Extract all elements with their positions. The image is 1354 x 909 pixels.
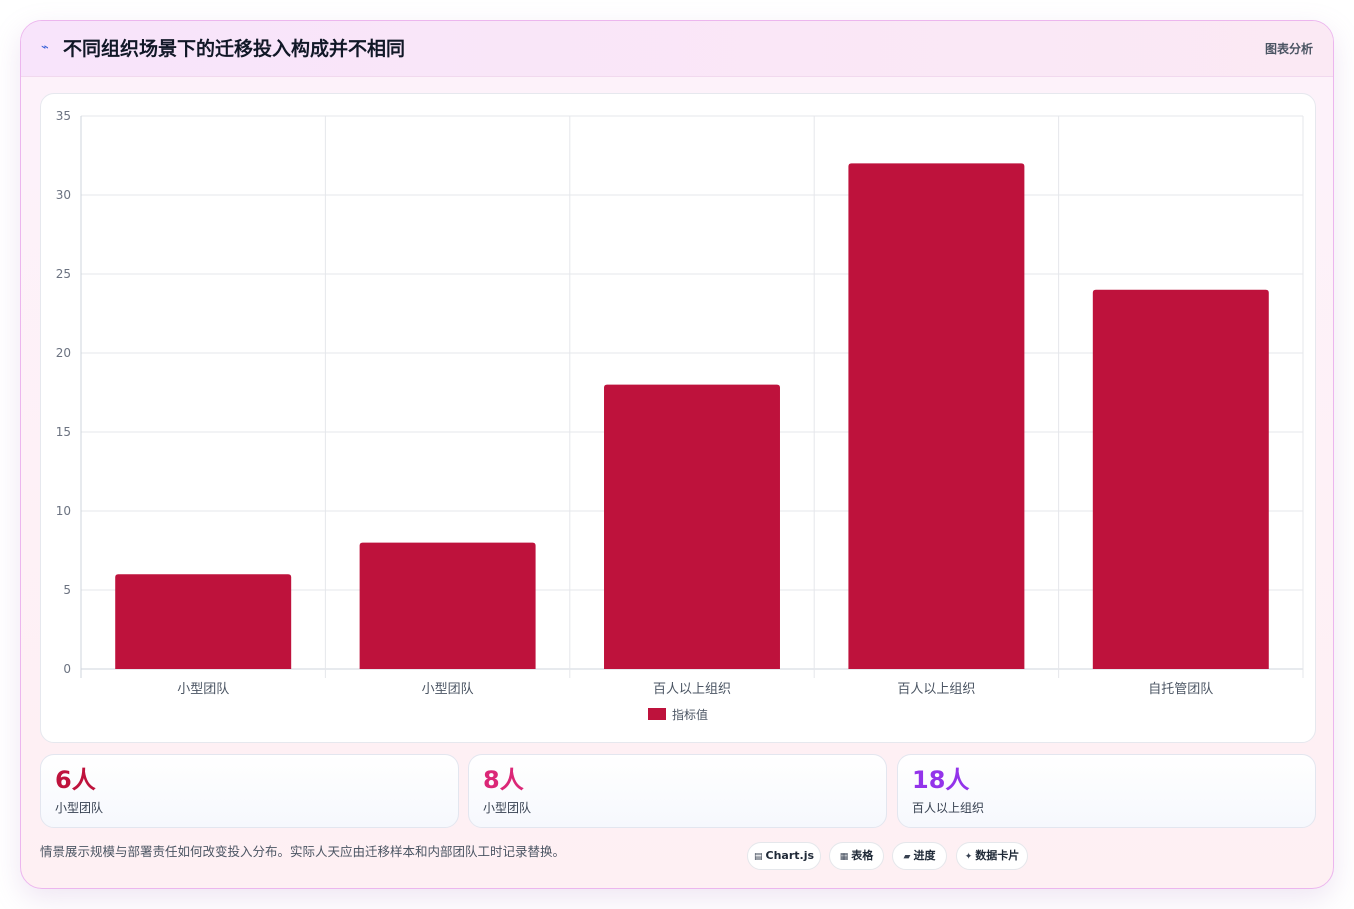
kpi-card-3: 18人 百人以上组织 — [897, 754, 1316, 828]
x-tick-label: 百人以上组织 — [653, 682, 731, 697]
bar — [115, 574, 292, 669]
kpi-label: 小型团队 — [55, 801, 104, 815]
chart-card: ⌁ 不同组织场景下的迁移投入构成并不相同 图表分析 0 5 10 15 20 25 30 35… — [20, 20, 1334, 889]
kpi-value: 18人 — [912, 766, 970, 794]
tag-chartjs[interactable]: ▤ Chart.js — [747, 842, 821, 870]
chart-icon: ▤ — [753, 852, 763, 862]
card-header: ⌁ 不同组织场景下的迁移投入构成并不相同 图表分析 — [21, 21, 1333, 77]
y-tick-label: 15 — [56, 425, 71, 439]
tag-label: Chart.js — [765, 849, 815, 862]
y-tick-label: 30 — [56, 188, 71, 202]
chart-area: 0 5 10 15 20 25 30 35 小型团队 小型团队 百人以上组织 百人以上组织 自托管团队指… — [40, 93, 1316, 743]
bar — [848, 163, 1025, 669]
tag-label: 表格 — [851, 849, 874, 862]
kpi-card-2: 8人 小型团队 — [468, 754, 887, 828]
y-tick-label: 25 — [56, 267, 71, 281]
bar — [604, 384, 780, 669]
progress-icon: ▰ — [903, 852, 911, 862]
x-tick-label: 小型团队 — [422, 682, 474, 697]
legend-swatch — [648, 708, 666, 720]
table-icon: ▦ — [839, 852, 849, 862]
x-tick-label: 自托管团队 — [1148, 682, 1213, 697]
x-tick-label: 百人以上组织 — [897, 682, 975, 697]
card-icon: ✦ — [964, 852, 973, 862]
footnote: 情景展示规模与部署责任如何改变投入分布。实际人天应由迁移样本和内部团队工时记录替… — [40, 844, 566, 859]
y-tick-label: 35 — [56, 109, 71, 123]
header-tag: 图表分析 — [1264, 42, 1313, 56]
bar — [359, 542, 536, 669]
y-tick-label: 10 — [56, 504, 71, 518]
bar-chart: 0 5 10 15 20 25 30 35 小型团队 小型团队 百人以上组织 百人以上组织 自托管团队指… — [56, 109, 1304, 722]
kpi-card-1: 6人 小型团队 — [40, 754, 459, 828]
kpi-value: 6人 — [55, 766, 96, 794]
kpi-label: 小型团队 — [483, 801, 532, 815]
legend-label: 指标值 — [672, 707, 708, 722]
chart-title: 不同组织场景下的迁移投入构成并不相同 — [63, 38, 406, 60]
y-tick-label: 0 — [63, 662, 71, 676]
tag-label: 进度 — [913, 849, 936, 862]
x-tick-label: 小型团队 — [177, 682, 229, 697]
tag-table[interactable]: ▦ 表格 — [829, 842, 884, 870]
kpi-value: 8人 — [483, 766, 524, 794]
tag-progress[interactable]: ▰ 进度 — [892, 842, 947, 870]
tag-data-card[interactable]: ✦ 数据卡片 — [956, 842, 1028, 870]
y-tick-label: 5 — [63, 583, 71, 597]
sparkline-icon: ⌁ — [41, 40, 49, 55]
kpi-label: 百人以上组织 — [912, 801, 985, 815]
bar — [1092, 289, 1269, 669]
tag-label: 数据卡片 — [975, 849, 1020, 862]
y-tick-label: 20 — [56, 346, 71, 360]
